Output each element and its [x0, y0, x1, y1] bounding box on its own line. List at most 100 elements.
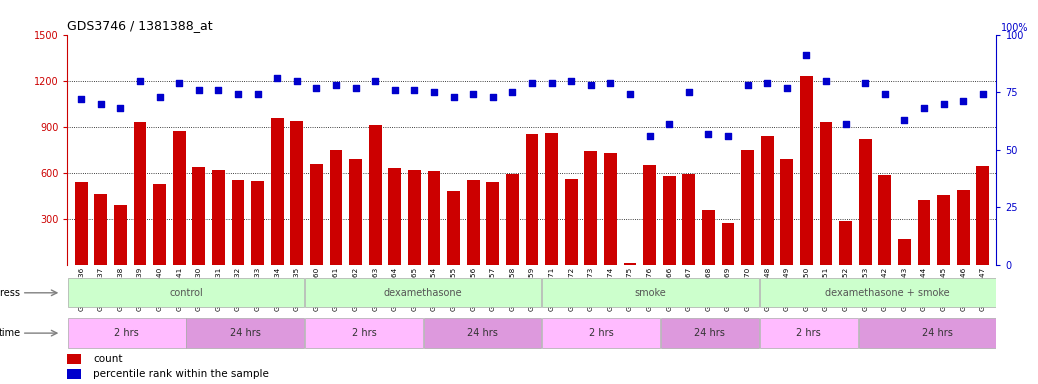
Bar — [721, 223, 734, 265]
Bar — [291, 121, 303, 265]
Point — [739, 82, 756, 88]
Point — [406, 87, 422, 93]
Text: 24 hrs: 24 hrs — [694, 328, 726, 338]
Bar — [682, 174, 695, 265]
Text: stress: stress — [0, 288, 21, 298]
Point — [386, 87, 403, 93]
Point — [916, 105, 932, 111]
Bar — [542, 318, 660, 348]
Text: 2 hrs: 2 hrs — [796, 328, 821, 338]
Bar — [368, 125, 382, 265]
Point — [955, 98, 972, 104]
Point — [289, 78, 305, 84]
Bar — [192, 167, 206, 265]
Bar — [310, 164, 323, 265]
Point — [426, 89, 442, 95]
Bar — [545, 133, 558, 265]
Bar — [542, 278, 759, 308]
Bar — [271, 118, 283, 265]
Point — [681, 89, 698, 95]
Bar — [565, 179, 577, 265]
Text: time: time — [0, 328, 21, 338]
Point — [269, 75, 285, 81]
Point — [896, 117, 912, 123]
Text: count: count — [93, 354, 122, 364]
Point — [152, 94, 168, 100]
Bar — [231, 180, 244, 265]
Bar — [741, 150, 754, 265]
Bar — [858, 139, 872, 265]
Bar — [506, 174, 519, 265]
Bar — [604, 153, 617, 265]
Bar — [760, 278, 1016, 308]
Bar — [957, 190, 969, 265]
Point — [445, 94, 462, 100]
Bar — [388, 168, 401, 265]
Bar — [172, 131, 186, 265]
Bar — [94, 194, 107, 265]
Text: GDS3746 / 1381388_at: GDS3746 / 1381388_at — [67, 19, 213, 32]
Point — [191, 87, 208, 93]
Text: 2 hrs: 2 hrs — [352, 328, 377, 338]
Point — [366, 78, 383, 84]
Bar — [644, 165, 656, 265]
Point — [523, 80, 540, 86]
Bar — [67, 354, 81, 364]
Bar — [761, 136, 773, 265]
Point — [485, 94, 501, 100]
Text: control: control — [169, 288, 203, 298]
Point — [700, 131, 716, 137]
Point — [582, 82, 599, 88]
Point — [856, 80, 873, 86]
Bar — [408, 170, 420, 265]
Bar — [584, 151, 597, 265]
Point — [818, 78, 835, 84]
Text: 24 hrs: 24 hrs — [467, 328, 498, 338]
Text: dexamethasone: dexamethasone — [384, 288, 463, 298]
Bar — [858, 318, 1016, 348]
Point — [112, 105, 129, 111]
Bar — [663, 176, 676, 265]
Bar — [305, 318, 422, 348]
Bar — [487, 182, 499, 265]
Text: smoke: smoke — [634, 288, 666, 298]
Point — [73, 96, 89, 102]
Bar — [918, 200, 930, 265]
Bar — [251, 181, 264, 265]
Point — [229, 91, 246, 98]
Bar — [525, 134, 539, 265]
Point — [719, 133, 736, 139]
Point — [876, 91, 893, 98]
Text: 2 hrs: 2 hrs — [114, 328, 139, 338]
Point — [210, 87, 226, 93]
Bar — [661, 318, 759, 348]
Bar — [800, 76, 813, 265]
Text: 2 hrs: 2 hrs — [589, 328, 613, 338]
Bar — [820, 122, 832, 265]
Bar — [977, 166, 989, 265]
Bar — [134, 122, 146, 265]
Bar — [67, 369, 81, 379]
Point — [504, 89, 521, 95]
Point — [661, 121, 678, 127]
Point — [543, 80, 559, 86]
Point — [171, 80, 188, 86]
Text: 100%: 100% — [1001, 23, 1029, 33]
Bar — [760, 318, 857, 348]
Point — [759, 80, 775, 86]
Text: dexamethasone + smoke: dexamethasone + smoke — [825, 288, 950, 298]
Bar — [67, 318, 186, 348]
Point — [602, 80, 619, 86]
Bar — [349, 159, 362, 265]
Bar — [898, 239, 910, 265]
Bar — [67, 278, 304, 308]
Bar — [839, 221, 852, 265]
Bar — [781, 159, 793, 265]
Bar — [624, 263, 636, 265]
Point — [348, 84, 364, 91]
Point — [308, 84, 325, 91]
Point — [563, 78, 579, 84]
Bar — [330, 150, 343, 265]
Bar — [114, 205, 127, 265]
Point — [778, 84, 795, 91]
